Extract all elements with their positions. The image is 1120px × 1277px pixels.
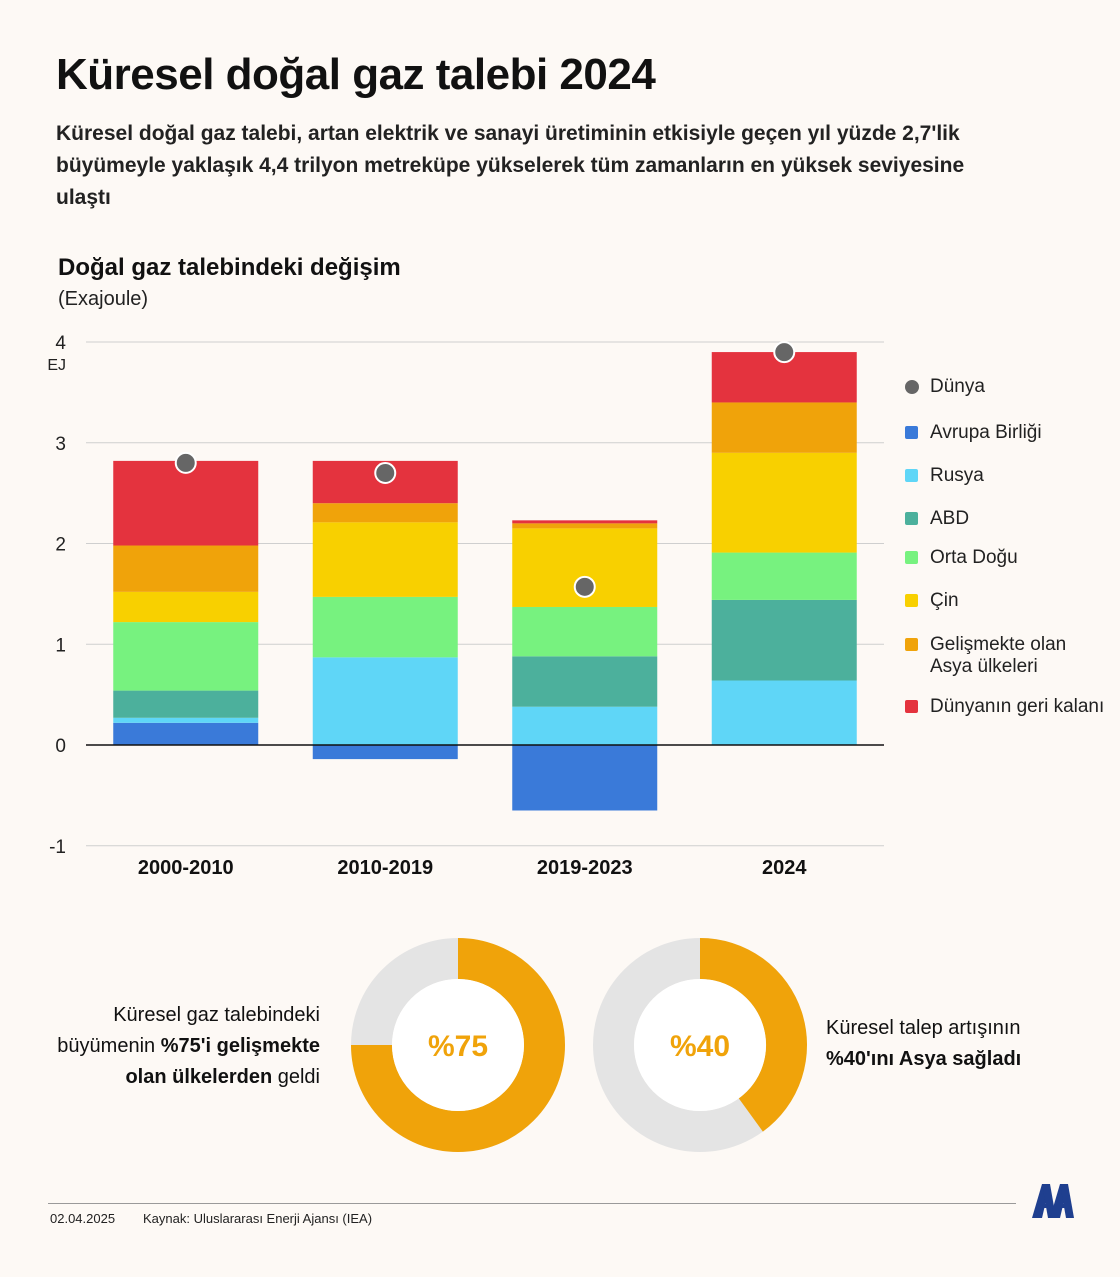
- bar-segment-rest: [113, 460, 259, 546]
- bar-segment-dev_asia: [113, 545, 259, 592]
- bar-segment-russia: [312, 657, 458, 745]
- donut-left-arc: [351, 938, 565, 1152]
- donut-left-track: [351, 938, 565, 1152]
- donut-left-caption: Küresel gaz talebindeki büyümenin %75'i …: [20, 1000, 320, 1093]
- bar-segment-rest: [512, 520, 658, 524]
- bar-segment-russia: [512, 706, 658, 745]
- legend-label-china: Çin: [930, 590, 959, 611]
- y-tick-label: 2: [55, 535, 66, 556]
- legend-label-usa: ABD: [930, 508, 970, 529]
- bar-segment-dev_asia: [312, 503, 458, 523]
- donut-right-text-bold: %40'ını Asya sağladı: [826, 1048, 1022, 1070]
- donut-right-caption: Küresel talep artışının %40'ını Asya sağ…: [826, 1013, 1086, 1075]
- y-tick-label: 3: [55, 434, 66, 455]
- bar-segment-eu: [113, 722, 259, 745]
- legend-swatch-china: [905, 594, 918, 607]
- legend-swatch-rest: [905, 700, 918, 713]
- bar-segment-middle_east: [711, 552, 857, 600]
- x-category-label: 2019-2023: [537, 857, 633, 879]
- bar-segment-middle_east: [512, 606, 658, 657]
- x-category-label: 2000-2010: [138, 857, 234, 879]
- legend-label-rest: Dünyanın geri kalanı: [930, 696, 1105, 717]
- bar-segment-russia: [711, 680, 857, 745]
- bar-segment-dev_asia: [711, 402, 857, 453]
- chart-title: Doğal gaz talebindeki değişim: [58, 254, 401, 281]
- bar-segment-eu: [312, 745, 458, 760]
- bar-segment-china: [113, 591, 259, 623]
- bar-segment-middle_east: [113, 622, 259, 691]
- y-tick-label: 4: [55, 333, 66, 354]
- donut-left-text-post: geldi: [272, 1066, 320, 1088]
- legend-label-world: Dünya: [930, 376, 985, 397]
- bar-segment-middle_east: [312, 596, 458, 658]
- legend-swatch-world: [905, 380, 919, 394]
- y-axis-label: EJ: [47, 357, 66, 374]
- stacked-bar-chart: -1 0 1 2 3 4 EJ 2000-2010 2010-2019 2019-2023 2024: [47, 333, 884, 879]
- legend-swatch-dev_asia: [905, 638, 918, 651]
- donut-left-label: %75: [428, 1030, 488, 1063]
- footer-divider: [48, 1203, 1016, 1204]
- world-marker: [174, 451, 197, 474]
- world-marker: [773, 341, 796, 364]
- x-category-label: 2024: [762, 857, 807, 879]
- donut-right-text-pre: Küresel talep artışının: [826, 1017, 1021, 1039]
- donut-left-center: [392, 979, 524, 1111]
- aa-logo-icon: [1032, 1184, 1074, 1218]
- world-marker: [374, 461, 397, 484]
- x-category-label: 2010-2019: [337, 857, 433, 879]
- footer-source: Kaynak: Uluslararası Enerji Ajansı (IEA): [143, 1211, 373, 1226]
- legend-label-eu: Avrupa Birliği: [930, 422, 1042, 443]
- donut-right-center: [634, 979, 766, 1111]
- legend-swatch-eu: [905, 426, 918, 439]
- donut-right-track: [593, 938, 807, 1152]
- bar-segment-china: [711, 452, 857, 553]
- bar-segment-china: [312, 522, 458, 597]
- world-marker: [573, 575, 596, 598]
- y-tick-label: -1: [49, 837, 66, 858]
- footer-date: 02.04.2025: [50, 1211, 116, 1226]
- bar-segment-usa: [113, 690, 259, 718]
- bar-segment-dev_asia: [512, 523, 658, 529]
- legend-label-russia: Rusya: [930, 465, 984, 486]
- chart-unit-label: (Exajoule): [58, 288, 149, 310]
- legend-swatch-middle_east: [905, 551, 918, 564]
- y-tick-label: 0: [55, 736, 66, 757]
- legend-label-dev_asia: Gelişmekte olan Asya ülkeleri: [930, 634, 1067, 677]
- bar-segment-usa: [711, 599, 857, 681]
- donut-right-label: %40: [670, 1030, 730, 1063]
- bar-segment-usa: [512, 656, 658, 707]
- bar-segment-eu: [512, 745, 658, 811]
- donut-left-text-pre: Küresel gaz talebindeki büyümenin: [57, 1004, 320, 1057]
- donut-right-arc: [699, 938, 807, 1132]
- y-tick-label: 1: [55, 635, 66, 656]
- legend-swatch-russia: [905, 469, 918, 482]
- legend-label-middle_east: Orta Doğu: [930, 547, 1018, 568]
- bar-segment-russia: [113, 717, 259, 723]
- page-title: Küresel doğal gaz talebi 2024: [56, 50, 656, 99]
- page-subtitle: Küresel doğal gaz talebi, artan elektrik…: [56, 122, 965, 209]
- donut-left-text-bold: %75'i gelişmekte olan ülkelerden: [125, 1035, 320, 1088]
- legend-swatch-usa: [905, 512, 918, 525]
